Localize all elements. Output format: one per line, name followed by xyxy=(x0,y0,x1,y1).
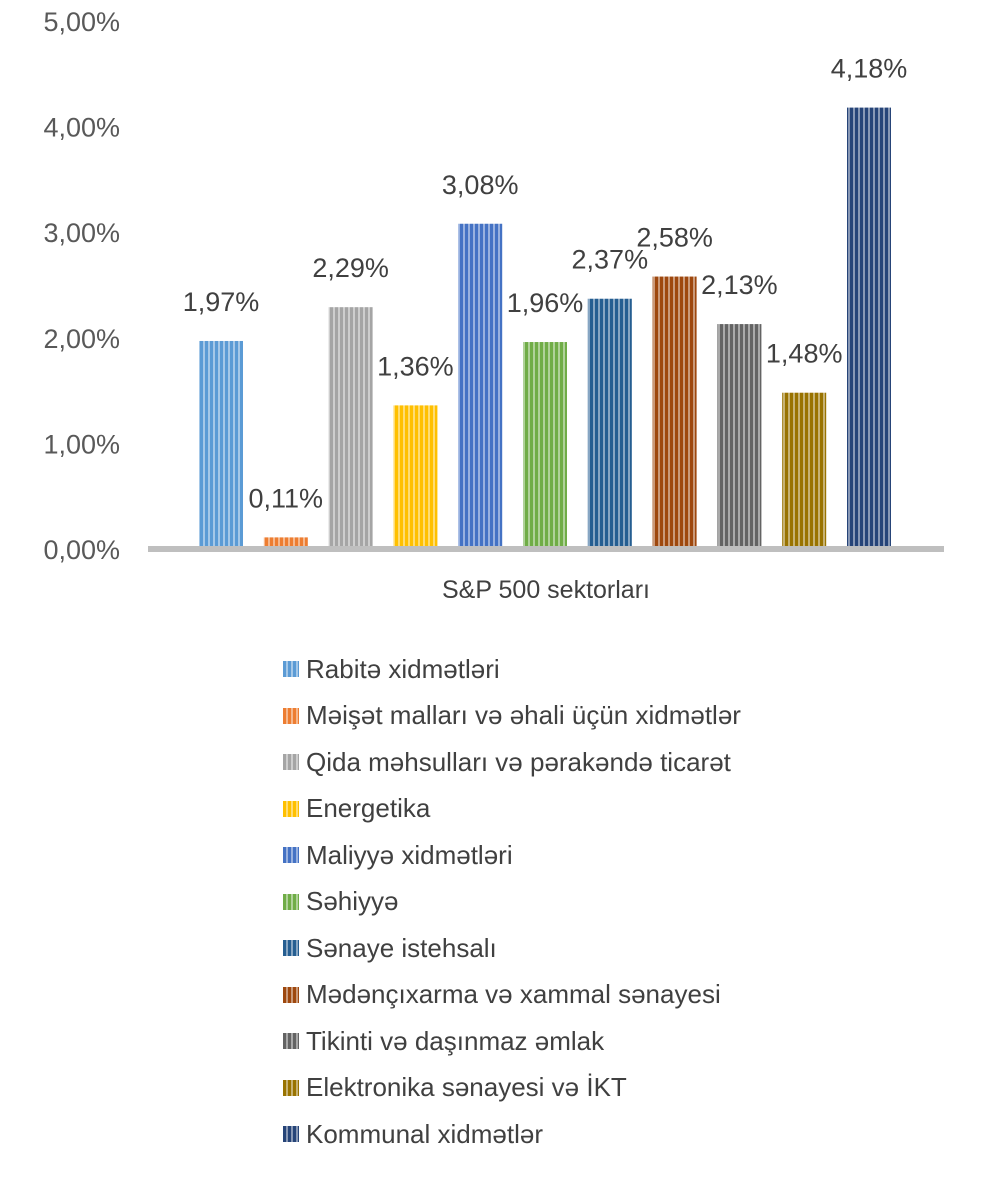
legend: Rabitə xidmətləri Məişət malları və əhali… xyxy=(283,646,741,1158)
legend-item: Kommunal xidmətlər xyxy=(283,1111,741,1158)
legend-item: Maliyyə xidmətləri xyxy=(283,832,741,879)
data-labels-group: 1,97% 0,11% 2,29% 1,36% 3,08% 1,96% 2,37%2,58%… xyxy=(183,54,908,514)
bar-5 xyxy=(458,223,503,549)
legend-swatch xyxy=(283,893,299,910)
data-label-5: 3,08% xyxy=(442,170,519,200)
data-label-1: 1,97% xyxy=(183,287,260,317)
bar-2 xyxy=(263,537,308,549)
legend-label: Elektronika sənayesi və İKT xyxy=(306,1072,627,1103)
y-tick-label: 4,00% xyxy=(43,113,120,143)
legend-swatch xyxy=(283,1033,299,1050)
bar-1 xyxy=(199,340,243,549)
legend-item: Rabitə xidmətləri xyxy=(283,646,741,693)
bar-9 xyxy=(717,324,762,549)
legend-item: Elektronika sənayesi və İKT xyxy=(283,1065,741,1112)
legend-item: Mədənçıxarma və xammal sənayesi xyxy=(283,972,741,1019)
bar-6 xyxy=(523,342,567,549)
data-label-7: 2,37% xyxy=(572,245,649,275)
bar-4 xyxy=(393,405,438,549)
legend-label: Mədənçıxarma və xammal sənayesi xyxy=(306,979,721,1010)
data-label-2: 0,11% xyxy=(249,483,324,513)
bar-chart: 0,00% 1,00% 2,00% 3,00% 4,00% 5,00% 1,97% 0,11… xyxy=(43,7,944,604)
data-label-4: 1,36% xyxy=(377,351,454,381)
legend-label: Qida məhsulları və pərakəndə ticarət xyxy=(306,746,731,777)
data-label-10: 1,48% xyxy=(766,339,843,369)
data-label-3: 2,29% xyxy=(312,253,389,283)
legend-item: Tikinti və daşınmaz əmlak xyxy=(283,1018,741,1065)
bar-8 xyxy=(652,276,697,549)
y-tick-label: 1,00% xyxy=(43,429,120,459)
bar-3 xyxy=(328,307,373,549)
data-label-8: 2,58% xyxy=(636,223,713,253)
bars-group xyxy=(199,107,891,549)
legend-label: Kommunal xidmətlər xyxy=(306,1118,543,1149)
legend-swatch xyxy=(283,1079,299,1096)
y-axis: 0,00% 1,00% 2,00% 3,00% 4,00% 5,00% xyxy=(43,7,120,565)
bar-11 xyxy=(847,107,891,549)
legend-label: Rabitə xidmətləri xyxy=(306,653,500,684)
legend-item: Səhiyyə xyxy=(283,879,741,926)
legend-swatch xyxy=(283,1126,299,1143)
y-tick-label: 0,00% xyxy=(43,535,120,565)
legend-label: Energetika xyxy=(306,793,431,824)
legend-item: Məişət malları və əhali üçün xidmətlər xyxy=(283,693,741,740)
legend-item: Energetika xyxy=(283,786,741,833)
y-tick-label: 3,00% xyxy=(43,218,120,248)
data-label-9: 2,13% xyxy=(701,270,778,300)
legend-label: Maliyyə xidmətləri xyxy=(306,839,513,870)
bar-7 xyxy=(587,298,632,549)
data-label-6: 1,96% xyxy=(507,288,584,318)
legend-label: Tikinti və daşınmaz əmlak xyxy=(306,1025,605,1056)
legend-swatch xyxy=(283,940,299,957)
legend-label: Sənaye istehsalı xyxy=(306,932,497,963)
y-tick-label: 2,00% xyxy=(43,324,120,354)
legend-label: Məişət malları və əhali üçün xidmətlər xyxy=(306,700,741,731)
bar-10 xyxy=(782,392,827,549)
legend-swatch xyxy=(283,986,299,1003)
legend-item: Qida məhsulları və pərakəndə ticarət xyxy=(283,739,741,786)
legend-swatch xyxy=(283,661,299,678)
legend-swatch xyxy=(283,754,299,771)
y-tick-label: 5,00% xyxy=(43,7,120,37)
legend-item: Sənaye istehsalı xyxy=(283,925,741,972)
legend-label: Səhiyyə xyxy=(306,886,399,917)
legend-swatch xyxy=(283,800,299,817)
legend-swatch xyxy=(283,707,299,724)
legend-swatch xyxy=(283,847,299,864)
data-label-11: 4,18% xyxy=(831,54,908,84)
x-axis-title: S&P 500 sektorları xyxy=(442,576,650,604)
